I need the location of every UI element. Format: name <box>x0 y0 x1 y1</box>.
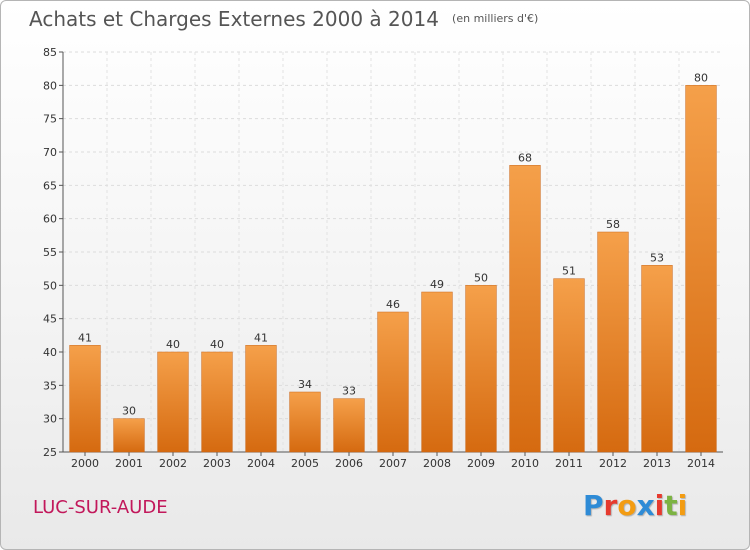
bar <box>377 311 409 453</box>
y-tick-label: 70 <box>43 146 57 159</box>
chart-subtitle: (en milliers d'€) <box>452 12 539 25</box>
data-label: 34 <box>298 378 312 391</box>
data-label: 49 <box>430 278 444 291</box>
bar <box>201 351 233 453</box>
logo-letter: o <box>617 489 637 522</box>
y-tick-label: 45 <box>43 313 57 326</box>
data-label: 53 <box>650 251 664 264</box>
x-tick-label: 2003 <box>203 457 231 470</box>
x-tick-label: 2001 <box>115 457 143 470</box>
place-name: LUC-SUR-AUDE <box>33 497 168 518</box>
x-tick-label: 2010 <box>511 457 539 470</box>
y-tick-label: 30 <box>43 413 57 426</box>
y-tick-label: 85 <box>43 46 57 59</box>
x-tick-label: 2008 <box>423 457 451 470</box>
data-label: 58 <box>606 218 620 231</box>
y-tick-label: 80 <box>43 79 57 92</box>
bar <box>113 418 145 453</box>
data-label: 51 <box>562 265 576 278</box>
data-label: 46 <box>386 298 400 311</box>
bar <box>245 345 277 453</box>
title-row: Achats et Charges Externes 2000 à 2014 (… <box>29 7 538 31</box>
bars <box>69 85 717 453</box>
bar <box>465 285 497 453</box>
bar <box>553 278 585 453</box>
logo-letter: x <box>636 489 655 522</box>
data-label: 30 <box>122 405 136 418</box>
bar <box>333 398 365 453</box>
chart-title: Achats et Charges Externes 2000 à 2014 <box>29 7 439 31</box>
x-tick-label: 2002 <box>159 457 187 470</box>
y-tick-label: 40 <box>43 346 57 359</box>
logo-letter: r <box>603 489 618 522</box>
data-label: 33 <box>342 385 356 398</box>
x-tick-label: 2014 <box>687 457 715 470</box>
x-tick-label: 2004 <box>247 457 275 470</box>
bar <box>641 265 673 453</box>
y-tick-label: 55 <box>43 246 57 259</box>
bar <box>289 391 321 453</box>
bar <box>597 231 629 453</box>
data-label: 41 <box>78 331 92 344</box>
x-tick-label: 2012 <box>599 457 627 470</box>
x-tick-label: 2009 <box>467 457 495 470</box>
x-tick-label: 2005 <box>291 457 319 470</box>
labels: 25 30 35 40 45 50 55 60 65 70 75 80 85 41 2000 30 2001 40… <box>43 46 715 470</box>
data-label: 40 <box>210 338 224 351</box>
bar <box>509 165 541 453</box>
y-tick-label: 25 <box>43 446 57 459</box>
proxiti-logo[interactable]: Proxiti <box>583 489 687 522</box>
bar <box>421 291 453 453</box>
data-label: 50 <box>474 271 488 284</box>
logo-letter: i <box>677 489 688 522</box>
x-tick-label: 2000 <box>71 457 99 470</box>
x-tick-label: 2011 <box>555 457 583 470</box>
bar <box>157 351 189 453</box>
bar <box>685 85 717 453</box>
y-tick-label: 75 <box>43 113 57 126</box>
data-label: 40 <box>166 338 180 351</box>
x-tick-label: 2006 <box>335 457 363 470</box>
y-tick-label: 35 <box>43 379 57 392</box>
logo-letter: t <box>664 489 678 522</box>
bar <box>69 345 101 453</box>
data-label: 68 <box>518 151 532 164</box>
x-tick-label: 2013 <box>643 457 671 470</box>
logo-letter: i <box>654 489 665 522</box>
x-tick-label: 2007 <box>379 457 407 470</box>
data-label: 80 <box>694 71 708 84</box>
logo-letter: P <box>583 489 604 522</box>
y-tick-label: 65 <box>43 179 57 192</box>
data-label: 41 <box>254 331 268 344</box>
y-tick-label: 50 <box>43 279 57 292</box>
y-tick-label: 60 <box>43 213 57 226</box>
